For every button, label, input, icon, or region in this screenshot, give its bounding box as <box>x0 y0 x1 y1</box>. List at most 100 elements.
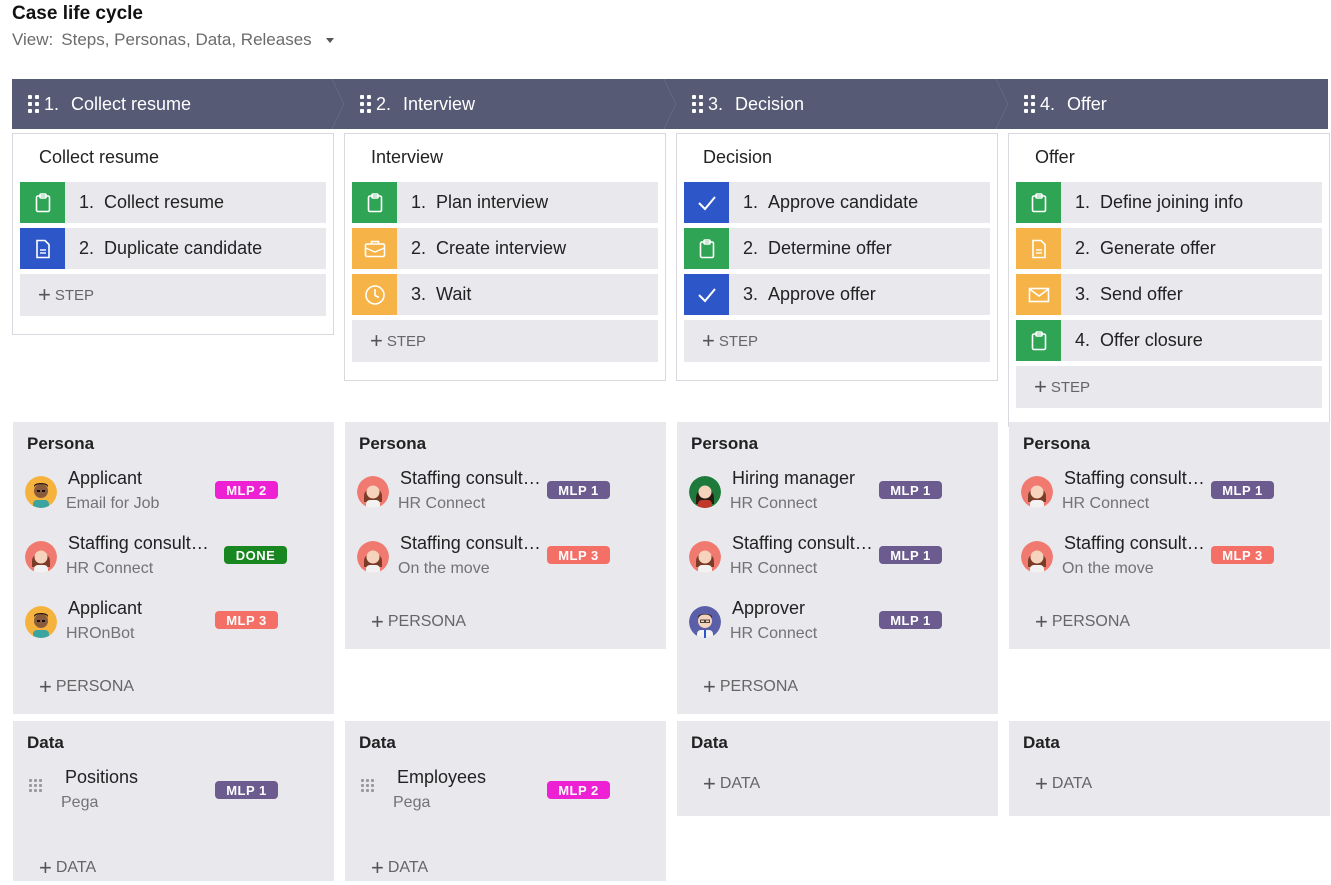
add-step-label: STEP <box>718 332 759 350</box>
persona-name: Approver <box>732 598 806 618</box>
add-step-button[interactable]: + STEP <box>1016 366 1322 408</box>
plus-icon: + <box>703 674 716 699</box>
briefcase-icon <box>352 228 397 269</box>
step-number: 1. <box>1075 192 1091 212</box>
step-row[interactable]: 2. Determine offer <box>684 228 990 269</box>
persona-panel: Persona Hiring manager HR Connect MLP 1 Staf… <box>677 422 998 714</box>
persona-panel: Persona Staffing consultant HR Connect MLP … <box>1009 422 1330 649</box>
plus-icon: + <box>39 674 52 699</box>
data-panel: Data + DATA <box>677 721 998 816</box>
add-persona-label: PERSONA <box>719 678 799 695</box>
chevron-down-icon[interactable] <box>325 37 334 43</box>
staffing-consultant-avatar <box>689 541 721 573</box>
clipboard-icon <box>20 182 65 223</box>
process-title[interactable]: Offer <box>1035 147 1075 167</box>
release-badge: MLP 1 <box>547 481 610 499</box>
view-label: View: <box>12 30 54 49</box>
view-selector[interactable]: View: Steps, Personas, Data, Releases <box>12 30 334 50</box>
add-data-button[interactable]: + DATA <box>691 773 760 795</box>
persona-channel: HROnBot <box>66 625 135 642</box>
step-number: 2. <box>411 238 427 258</box>
data-panel-title: Data <box>359 733 396 752</box>
data-panel: Data + DATA <box>1009 721 1330 816</box>
release-badge: MLP 3 <box>547 546 610 564</box>
add-persona-button[interactable]: + PERSONA <box>1023 611 1130 633</box>
process-title[interactable]: Collect resume <box>39 147 160 167</box>
drag-handle-icon[interactable] <box>361 779 374 792</box>
stage-name: Interview <box>403 93 476 114</box>
persona-panel-title: Persona <box>1023 434 1091 453</box>
add-data-button[interactable]: + DATA <box>359 857 428 879</box>
add-persona-label: PERSONA <box>1051 613 1131 630</box>
add-data-button[interactable]: + DATA <box>1023 773 1092 795</box>
data-panel-title: Data <box>27 733 64 752</box>
persona-item[interactable]: Applicant Email for Job MLP 2 <box>25 468 325 518</box>
stage-header-2[interactable]: 2. Interview <box>332 79 676 129</box>
step-row[interactable]: 1. Define joining info <box>1016 182 1322 223</box>
plus-icon: + <box>371 609 384 634</box>
persona-item[interactable]: Staffing consultant HR Connect MLP 1 <box>1021 468 1321 518</box>
drag-handle-icon[interactable] <box>28 95 39 113</box>
clipboard-icon <box>1016 320 1061 361</box>
add-data-button[interactable]: + DATA <box>27 857 96 879</box>
drag-handle-icon[interactable] <box>29 779 42 792</box>
stage-header-4[interactable]: 4. Offer <box>996 79 1328 129</box>
staffing-consultant-avatar <box>357 541 389 573</box>
clipboard-icon <box>684 228 729 269</box>
approver-avatar <box>689 606 721 638</box>
persona-item[interactable]: Staffing consultant HR Connect MLP 1 <box>689 533 989 583</box>
add-persona-button[interactable]: + PERSONA <box>359 611 466 633</box>
step-row[interactable]: 1. Plan interview <box>352 182 658 223</box>
step-row[interactable]: 3. Approve offer <box>684 274 990 315</box>
step-row[interactable]: 2. Generate offer <box>1016 228 1322 269</box>
step-number: 2. <box>743 238 759 258</box>
add-step-button[interactable]: + STEP <box>20 274 326 316</box>
persona-channel: On the move <box>1062 560 1154 577</box>
step-name: Wait <box>436 284 472 304</box>
step-row[interactable]: 3. Wait <box>352 274 658 315</box>
add-step-button[interactable]: + STEP <box>352 320 658 362</box>
add-persona-button[interactable]: + PERSONA <box>27 676 134 698</box>
step-label: 2. Create interview <box>411 238 566 259</box>
step-name: Determine offer <box>768 238 892 258</box>
step-row[interactable]: 2. Create interview <box>352 228 658 269</box>
step-row[interactable]: 2. Duplicate candidate <box>20 228 326 269</box>
add-step-button[interactable]: + STEP <box>684 320 990 362</box>
persona-channel: Email for Job <box>66 495 160 512</box>
data-item[interactable]: Positions Pega MLP 1 <box>25 767 325 817</box>
step-label: 1. Define joining info <box>1075 192 1243 213</box>
persona-panel-title: Persona <box>691 434 759 453</box>
plus-icon: + <box>1035 609 1048 634</box>
persona-name: Applicant <box>68 468 143 488</box>
drag-handle-icon[interactable] <box>692 95 703 113</box>
persona-name: Staffing consultant <box>68 533 211 553</box>
persona-panel: Persona Applicant Email for Job MLP 2 Staffi… <box>13 422 334 714</box>
staffing-consultant-avatar <box>1021 476 1053 508</box>
persona-channel: HR Connect <box>66 560 154 577</box>
drag-handle-icon[interactable] <box>360 95 371 113</box>
stage-header-3[interactable]: 3. Decision <box>664 79 1008 129</box>
persona-item[interactable]: Staffing consultant HR Connect MLP 1 <box>357 468 657 518</box>
process-box: Decision 1. Approve candidate 2. Determine o… <box>676 133 998 381</box>
drag-handle-icon[interactable] <box>1024 95 1035 113</box>
step-row[interactable]: 4. Offer closure <box>1016 320 1322 361</box>
step-row[interactable]: 3. Send offer <box>1016 274 1322 315</box>
hiring-manager-avatar <box>689 476 721 508</box>
persona-item[interactable]: Staffing consultant On the move MLP 3 <box>1021 533 1321 583</box>
step-number: 4. <box>1075 330 1091 350</box>
process-title[interactable]: Decision <box>703 147 773 167</box>
release-badge: MLP 1 <box>879 546 942 564</box>
persona-item[interactable]: Applicant HROnBot MLP 3 <box>25 598 325 648</box>
step-name: Collect resume <box>104 192 225 212</box>
step-label: 1. Plan interview <box>411 192 548 213</box>
step-row[interactable]: 1. Collect resume <box>20 182 326 223</box>
persona-item[interactable]: Staffing consultant HR Connect DONE <box>25 533 325 583</box>
persona-item[interactable]: Staffing consultant On the move MLP 3 <box>357 533 657 583</box>
add-persona-button[interactable]: + PERSONA <box>691 676 798 698</box>
data-item[interactable]: Employees Pega MLP 2 <box>357 767 657 817</box>
step-row[interactable]: 1. Approve candidate <box>684 182 990 223</box>
process-title[interactable]: Interview <box>371 147 444 167</box>
stage-header-1[interactable]: 1. Collect resume <box>12 79 344 129</box>
persona-item[interactable]: Hiring manager HR Connect MLP 1 <box>689 468 989 518</box>
persona-item[interactable]: Approver HR Connect MLP 1 <box>689 598 989 648</box>
